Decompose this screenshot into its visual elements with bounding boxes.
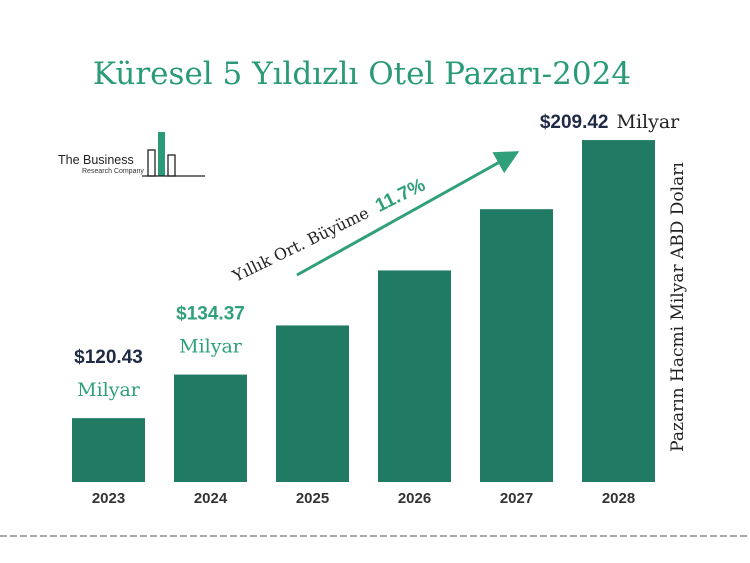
company-logo: The Business Research Company bbox=[58, 132, 205, 177]
growth-text: Yıllık Ort. Büyüme 11.7% bbox=[228, 175, 429, 287]
logo-bar bbox=[167, 154, 176, 177]
bar-2023 bbox=[72, 418, 145, 482]
data-label-amount: $134.37 bbox=[176, 304, 245, 325]
data-label-amount: $209.42 bbox=[540, 112, 609, 133]
data-label-unit: Milyar bbox=[179, 336, 243, 358]
growth-annotation: Yıllık Ort. Büyüme 11.7% bbox=[228, 151, 520, 287]
chart-title: Küresel 5 Yıldızlı Otel Pazarı-2024 bbox=[93, 56, 631, 92]
x-tick-label: 2023 bbox=[92, 490, 125, 507]
logo-bar bbox=[158, 132, 165, 176]
logo-text: The Business bbox=[58, 153, 134, 167]
bar-series bbox=[72, 140, 655, 482]
x-tick-label: 2028 bbox=[602, 490, 635, 507]
logo-bar bbox=[147, 149, 156, 177]
bar-2028 bbox=[582, 140, 655, 482]
x-tick-label: 2025 bbox=[296, 490, 329, 507]
data-label-unit: Milyar bbox=[617, 111, 681, 133]
x-tick-label: 2026 bbox=[398, 490, 431, 507]
y-axis-label: Pazarın Hacmi Milyar ABD Doları bbox=[668, 162, 688, 452]
x-axis-ticks: 2023 2024 2025 2026 2027 2028 bbox=[92, 490, 635, 507]
data-label-amount: $120.43 bbox=[74, 347, 143, 368]
x-tick-label: 2024 bbox=[194, 490, 228, 507]
logo-subtext: Research Company bbox=[82, 168, 144, 175]
bar-2024 bbox=[174, 374, 247, 482]
bar-2027 bbox=[480, 209, 553, 482]
growth-value: 11.7% bbox=[372, 175, 429, 217]
x-tick-label: 2027 bbox=[500, 490, 533, 507]
bar-2026 bbox=[378, 270, 451, 482]
data-labels: $120.43 Milyar $134.37 Milyar $209.42 Milyar bbox=[74, 111, 680, 401]
data-label-unit: Milyar bbox=[77, 379, 141, 401]
bar-2025 bbox=[276, 325, 349, 482]
growth-arrow bbox=[296, 151, 520, 277]
